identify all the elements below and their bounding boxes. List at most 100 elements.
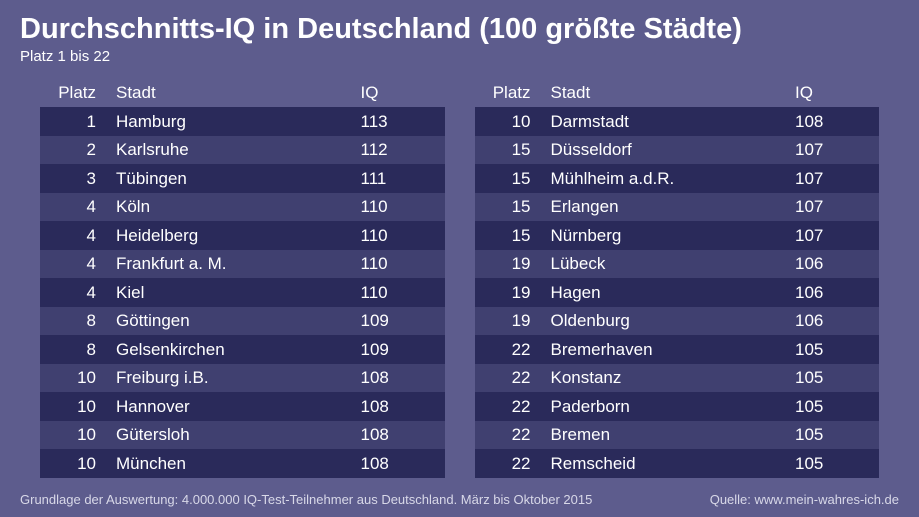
table-row: 1Hamburg113 (40, 107, 445, 136)
cell-rank: 19 (475, 254, 545, 274)
cell-city: München (110, 454, 355, 474)
table-row: 8Göttingen109 (40, 307, 445, 336)
header-rank: Platz (40, 83, 110, 103)
cell-rank: 10 (40, 397, 110, 417)
header-city: Stadt (545, 83, 790, 103)
cell-rank: 15 (475, 169, 545, 189)
header-rank: Platz (475, 83, 545, 103)
header-city: Stadt (110, 83, 355, 103)
table-row: 2Karlsruhe112 (40, 136, 445, 165)
cell-iq: 105 (789, 425, 879, 445)
table-row: 10Gütersloh108 (40, 421, 445, 450)
cell-iq: 108 (789, 112, 879, 132)
cell-city: Paderborn (545, 397, 790, 417)
header-iq: IQ (789, 83, 879, 103)
table-row: 22Paderborn105 (475, 392, 880, 421)
cell-rank: 4 (40, 254, 110, 274)
table-row: 22Konstanz105 (475, 364, 880, 393)
cell-iq: 109 (355, 340, 445, 360)
table-left-column: Platz Stadt IQ 1Hamburg1132Karlsruhe1123… (40, 79, 445, 482)
cell-iq: 107 (789, 169, 879, 189)
cell-rank: 15 (475, 197, 545, 217)
cell-iq: 107 (789, 197, 879, 217)
cell-rank: 10 (40, 425, 110, 445)
cell-iq: 108 (355, 425, 445, 445)
cell-iq: 111 (355, 169, 445, 189)
page-subtitle: Platz 1 bis 22 (20, 48, 899, 65)
cell-rank: 4 (40, 283, 110, 303)
table-row: 10München108 (40, 449, 445, 478)
cell-rank: 19 (475, 311, 545, 331)
table-row: 10Freiburg i.B.108 (40, 364, 445, 393)
cell-rank: 22 (475, 340, 545, 360)
cell-iq: 105 (789, 368, 879, 388)
footer-attribution: Quelle: www.mein-wahres-ich.de (710, 492, 899, 507)
cell-city: Freiburg i.B. (110, 368, 355, 388)
table-row: 3Tübingen111 (40, 164, 445, 193)
cell-rank: 8 (40, 340, 110, 360)
cell-iq: 106 (789, 283, 879, 303)
cell-city: Heidelberg (110, 226, 355, 246)
cell-city: Kiel (110, 283, 355, 303)
cell-rank: 2 (40, 140, 110, 160)
cell-rank: 22 (475, 397, 545, 417)
cell-iq: 110 (355, 254, 445, 274)
table-row: 19Lübeck106 (475, 250, 880, 279)
cell-city: Köln (110, 197, 355, 217)
cell-iq: 105 (789, 397, 879, 417)
table-row: 15Erlangen107 (475, 193, 880, 222)
cell-city: Konstanz (545, 368, 790, 388)
cell-iq: 106 (789, 311, 879, 331)
cell-city: Hannover (110, 397, 355, 417)
table-row: 4Frankfurt a. M.110 (40, 250, 445, 279)
cell-rank: 22 (475, 368, 545, 388)
cell-city: Gütersloh (110, 425, 355, 445)
cell-rank: 22 (475, 454, 545, 474)
cell-iq: 106 (789, 254, 879, 274)
page-title: Durchschnitts-IQ in Deutschland (100 grö… (20, 14, 899, 46)
cell-iq: 107 (789, 226, 879, 246)
table-row: 8Gelsenkirchen109 (40, 335, 445, 364)
cell-rank: 4 (40, 197, 110, 217)
cell-city: Oldenburg (545, 311, 790, 331)
table-row: 15Düsseldorf107 (475, 136, 880, 165)
cell-rank: 4 (40, 226, 110, 246)
cell-rank: 1 (40, 112, 110, 132)
cell-city: Karlsruhe (110, 140, 355, 160)
table-row: 4Köln110 (40, 193, 445, 222)
cell-city: Hamburg (110, 112, 355, 132)
cell-rank: 19 (475, 283, 545, 303)
table-row: 22Bremen105 (475, 421, 880, 450)
header-iq: IQ (355, 83, 445, 103)
table-row: 15Nürnberg107 (475, 221, 880, 250)
cell-rank: 10 (40, 454, 110, 474)
table-row: 22Bremerhaven105 (475, 335, 880, 364)
table-area: Platz Stadt IQ 1Hamburg1132Karlsruhe1123… (20, 79, 899, 482)
cell-iq: 110 (355, 283, 445, 303)
cell-city: Erlangen (545, 197, 790, 217)
cell-city: Bremerhaven (545, 340, 790, 360)
cell-city: Düsseldorf (545, 140, 790, 160)
cell-city: Gelsenkirchen (110, 340, 355, 360)
cell-city: Tübingen (110, 169, 355, 189)
table-right-column: Platz Stadt IQ 10Darmstadt10815Düsseldor… (475, 79, 880, 482)
cell-rank: 15 (475, 140, 545, 160)
cell-city: Remscheid (545, 454, 790, 474)
cell-city: Göttingen (110, 311, 355, 331)
cell-city: Mühlheim a.d.R. (545, 169, 790, 189)
cell-city: Lübeck (545, 254, 790, 274)
table-header: Platz Stadt IQ (40, 79, 445, 108)
cell-iq: 110 (355, 226, 445, 246)
cell-rank: 15 (475, 226, 545, 246)
cell-iq: 105 (789, 340, 879, 360)
cell-iq: 112 (355, 140, 445, 160)
cell-iq: 108 (355, 368, 445, 388)
cell-iq: 109 (355, 311, 445, 331)
table-row: 19Oldenburg106 (475, 307, 880, 336)
footer-source-note: Grundlage der Auswertung: 4.000.000 IQ-T… (20, 492, 592, 507)
footer: Grundlage der Auswertung: 4.000.000 IQ-T… (20, 492, 899, 507)
cell-iq: 113 (355, 112, 445, 132)
cell-city: Nürnberg (545, 226, 790, 246)
cell-iq: 107 (789, 140, 879, 160)
infographic-canvas: Durchschnitts-IQ in Deutschland (100 grö… (0, 0, 919, 517)
